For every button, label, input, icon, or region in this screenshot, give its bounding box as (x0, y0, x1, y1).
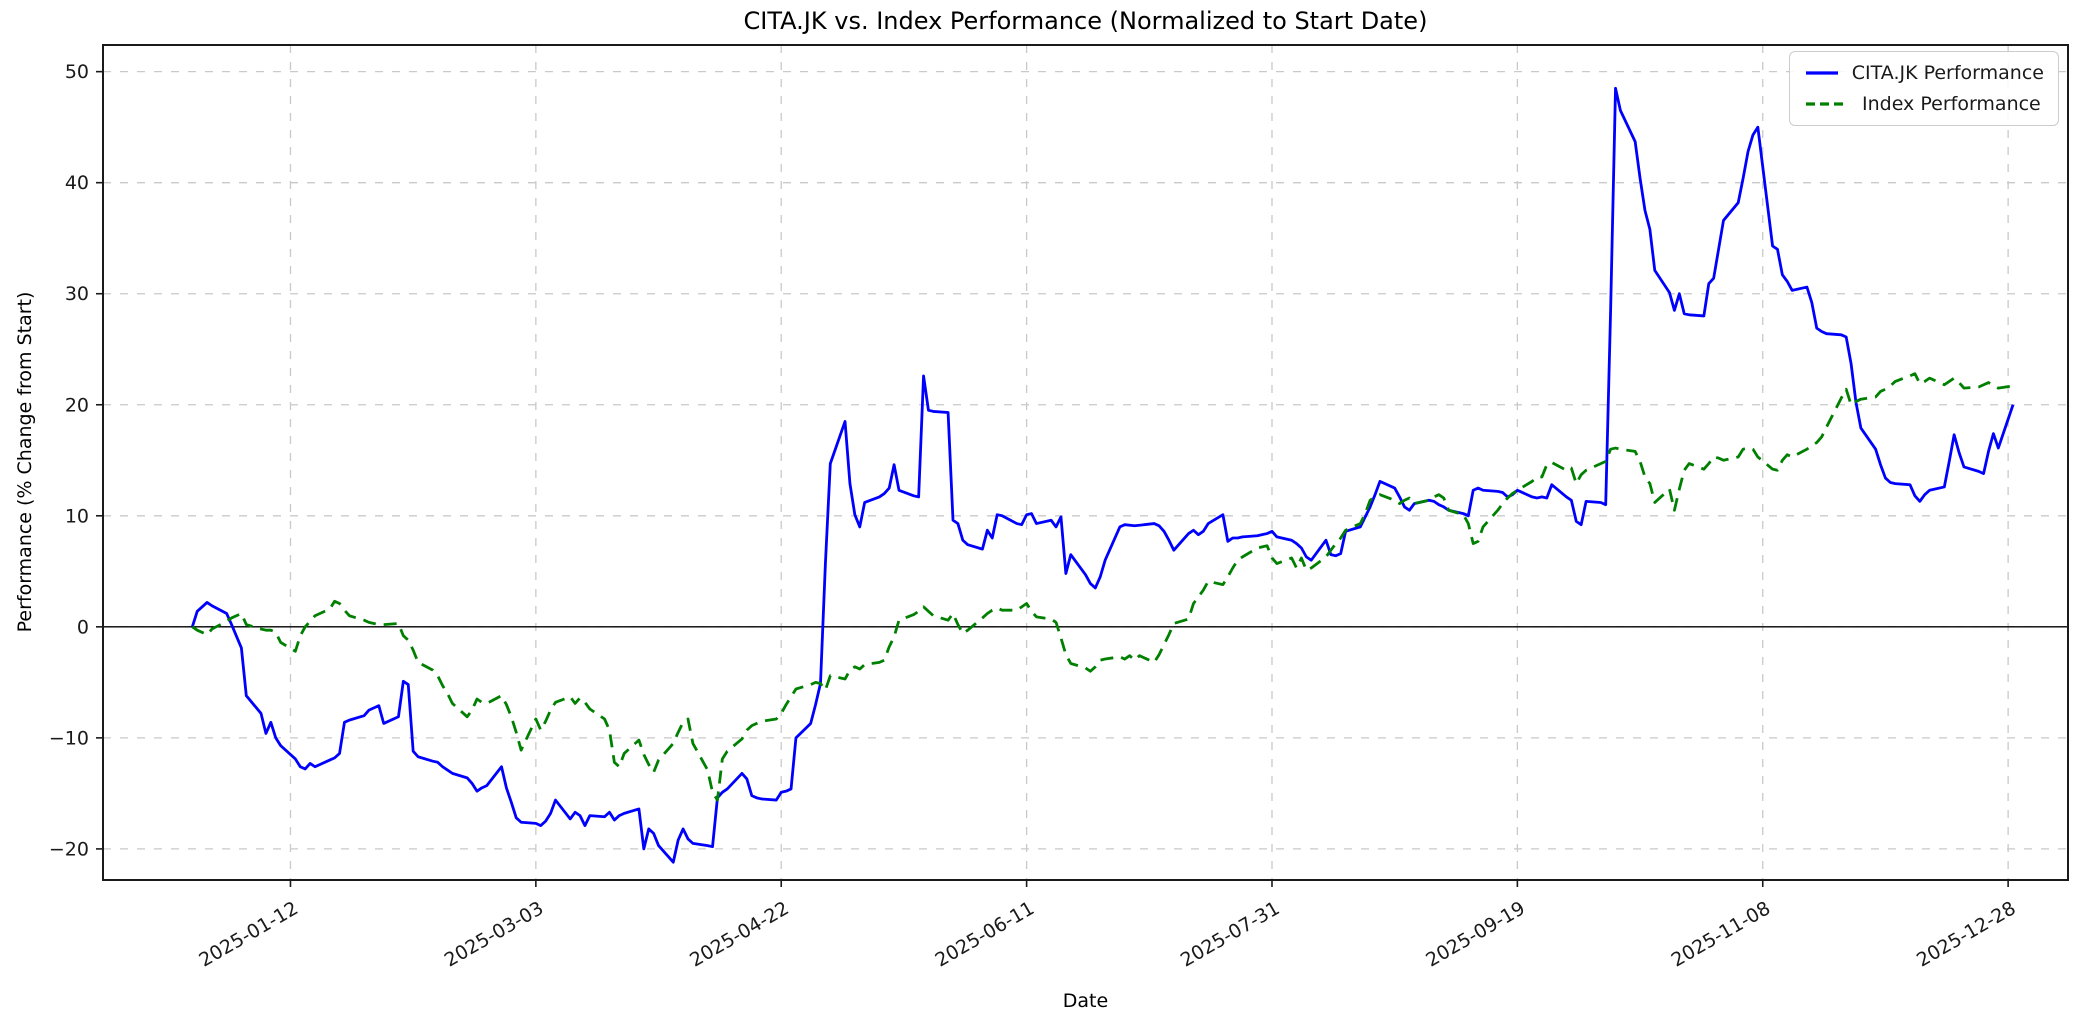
x-tick-label: 2025-03-03 (441, 897, 548, 971)
y-tick-label: 30 (65, 283, 89, 305)
legend-label: Index Performance (1862, 93, 2041, 115)
x-tick-label: 2025-07-31 (1177, 897, 1284, 971)
legend-line-solid-icon (1806, 71, 1838, 75)
y-tick-label: 0 (77, 616, 89, 638)
x-tick-label: 2025-12-28 (1913, 897, 2020, 971)
y-tick-label: 50 (65, 61, 89, 83)
x-axis-label: Date (1062, 990, 1109, 1012)
x-tick-label: 2025-04-22 (686, 897, 793, 971)
legend: CITA.JK Performance Index Performance (1789, 51, 2059, 126)
y-tick-label: 20 (65, 394, 89, 416)
y-tick-label: −20 (49, 838, 89, 860)
x-tick-label: 2025-06-11 (931, 897, 1038, 971)
y-tick-label: −10 (49, 727, 89, 749)
x-tick-label: 2025-11-08 (1668, 897, 1775, 971)
legend-item-index: Index Performance (1804, 93, 2044, 115)
y-tick-label: 10 (65, 505, 89, 527)
legend-label: CITA.JK Performance (1851, 62, 2044, 84)
chart-title: CITA.JK vs. Index Performance (Normalize… (743, 7, 1428, 35)
plot-border (102, 44, 2069, 881)
series-line-index (191, 372, 2014, 802)
x-tick-label: 2025-01-12 (195, 897, 302, 971)
legend-line-dashed-icon (1806, 102, 1846, 106)
legend-item-cita-jk: CITA.JK Performance (1804, 62, 2044, 84)
y-tick-label: 40 (65, 172, 89, 194)
x-tick-label: 2025-09-19 (1422, 897, 1529, 971)
series-line-cita-jk (190, 86, 2015, 864)
